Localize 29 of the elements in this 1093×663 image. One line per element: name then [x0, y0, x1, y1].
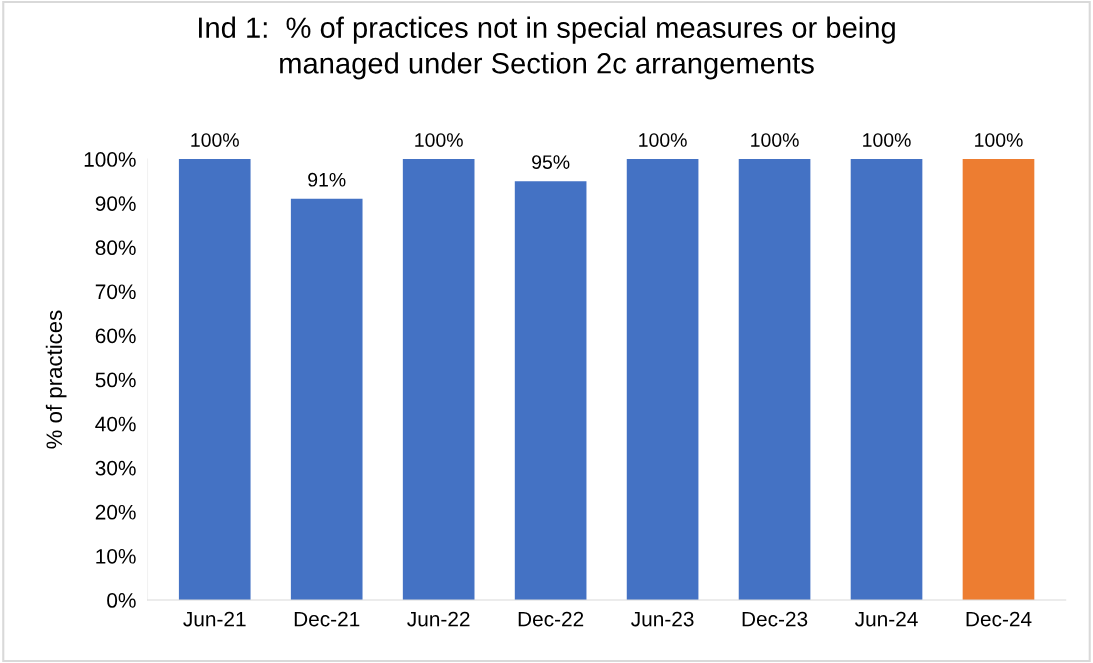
x-tick-label: Jun-23 [631, 611, 694, 627]
data-label: 95% [532, 155, 570, 169]
y-tick-label: 40% [95, 416, 136, 432]
y-axis-title: % of practices [45, 310, 67, 449]
y-tick-label: 0% [107, 593, 136, 608]
y-tick-label: 60% [95, 328, 136, 344]
y-tick-label: 100% [84, 152, 136, 167]
x-tick-label: Jun-24 [855, 611, 918, 627]
y-tick-label: 30% [95, 460, 136, 476]
y-tick-label: 10% [96, 548, 136, 564]
x-tick-label: Jun-21 [183, 611, 246, 627]
y-tick-label: 80% [95, 240, 136, 256]
y-tick-label: 20% [95, 504, 136, 520]
x-tick-label: Dec-24 [966, 611, 1032, 627]
data-label: 100% [415, 133, 463, 147]
chart-title: Ind 1: % of practices not in special measures or being managed under Section 2c arrangements [199, 16, 895, 80]
x-tick-label: Dec-22 [518, 611, 584, 627]
data-label: 100% [863, 133, 911, 147]
x-tick-label: Dec-21 [294, 611, 360, 627]
data-label: 91% [308, 172, 346, 187]
x-tick-label: Jun-22 [407, 611, 470, 627]
y-tick-label: 70% [95, 284, 136, 300]
y-tick-label: 90% [95, 196, 136, 211]
data-label: 100% [751, 133, 799, 147]
data-label: 100% [975, 133, 1023, 147]
x-tick-label: Dec-23 [742, 611, 808, 627]
data-label: 100% [191, 133, 239, 147]
data-label: 100% [639, 133, 687, 147]
y-tick-label: 50% [95, 372, 136, 388]
